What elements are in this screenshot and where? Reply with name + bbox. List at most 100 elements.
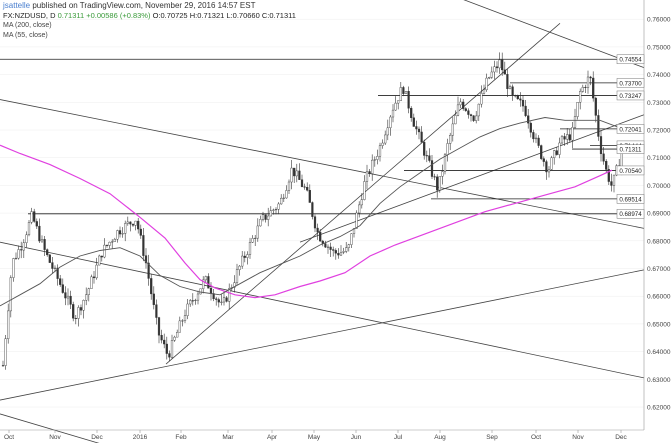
last-price: 0.71311 [57,11,85,20]
x-tick-label: Dec [91,434,103,441]
grid [0,18,644,408]
candle-body [272,209,275,211]
author-link[interactable]: jsattelle [3,1,31,10]
candle-body [363,181,366,200]
candle-body [553,150,556,158]
candle-body [186,303,189,316]
candle-body [277,203,280,210]
candle-body [139,228,142,236]
candle-body [251,238,254,243]
candle-body [412,117,415,127]
candle-body [178,320,181,333]
candle-body [22,242,25,251]
x-tick-label: May [308,434,321,441]
level-label: 0.73700 [619,80,642,87]
candle-body [111,241,114,243]
trendline[interactable] [0,269,645,401]
x-tick-label: Mar [222,434,234,441]
candle-body [228,288,231,302]
level-price-labels: 0.745540.737000.732470.720410.714440.713… [616,54,645,219]
candle-body [82,300,85,311]
x-tick-label: Aug [434,434,446,441]
x-tick-label: 2016 [133,434,148,441]
candle-body [342,251,345,253]
x-tick-label: Sep [486,434,498,441]
symbol-label[interactable]: FX:NZDUSD, D [3,11,56,20]
candle-body [469,114,473,116]
candle-body [246,254,249,258]
ma55-line [0,117,623,307]
y-tick-label: 0.63000 [647,377,671,384]
candle-body [4,338,7,366]
candle-body [113,239,116,242]
ma200-line [0,144,613,299]
candle-body [547,169,551,173]
candle-body [116,230,119,240]
candle-body [428,155,431,161]
trendlines[interactable] [0,0,645,443]
candle-body [142,235,145,256]
candle-body [329,246,332,250]
chart-header: jsattelle published on TradingView.com, … [3,1,296,41]
price-change: +0.00586 (+0.83%) [86,11,151,20]
candle-body [472,115,475,121]
candle-body [100,255,103,258]
candle-body [173,336,176,341]
candle-body [438,176,441,191]
candle-body [40,239,44,242]
candle-body [332,249,335,251]
candle-body [415,126,418,130]
candle-body [381,142,384,146]
candle-body [215,298,218,300]
y-tick-label: 0.72000 [647,128,671,135]
candle-body [285,190,288,199]
y-tick-label: 0.67000 [647,266,671,273]
candle-body [103,244,106,258]
trendline[interactable] [0,413,140,443]
candle-body [399,87,402,101]
candle-body [537,137,540,146]
candle-body [225,297,228,302]
trendline[interactable] [165,23,561,365]
level-label-box [616,78,645,88]
candle-body [46,249,49,256]
candle-body [410,107,413,118]
candle-body [300,179,304,187]
candle-body [360,199,363,206]
candle-body [449,135,452,144]
trendline[interactable] [0,241,645,379]
level-label-box [616,209,645,219]
candle-body [527,115,530,124]
trendline[interactable] [240,0,645,69]
ma55-legend: MA (55, close) [3,32,48,39]
level-label: 0.70540 [619,168,642,175]
candle-body [303,186,306,188]
candle-body [498,59,501,69]
candle-body [467,110,470,115]
candle-body [384,134,387,144]
level-label: 0.69514 [619,196,642,203]
y-tick-label: 0.75000 [647,44,671,51]
candle-body [462,101,465,109]
candle-body [7,310,10,339]
candle-body [584,86,587,88]
candle-body [12,258,15,278]
candle-body [51,262,54,269]
candle-body [108,241,111,246]
candle-body [350,233,353,245]
x-tick-label: Oct [531,434,541,441]
candle-body [365,171,369,182]
candle-body [573,116,577,128]
candle-body [480,93,483,105]
published-text: published on TradingView.com, November 2… [32,1,256,10]
candle-body [389,116,392,129]
candle-body [506,74,509,90]
candle-body [345,247,348,252]
candle-body [446,143,449,155]
candle-body [503,69,506,75]
candle-body [490,71,493,78]
trendline[interactable] [0,99,645,229]
candle-body [105,244,109,246]
level-label: 0.68974 [619,211,642,218]
